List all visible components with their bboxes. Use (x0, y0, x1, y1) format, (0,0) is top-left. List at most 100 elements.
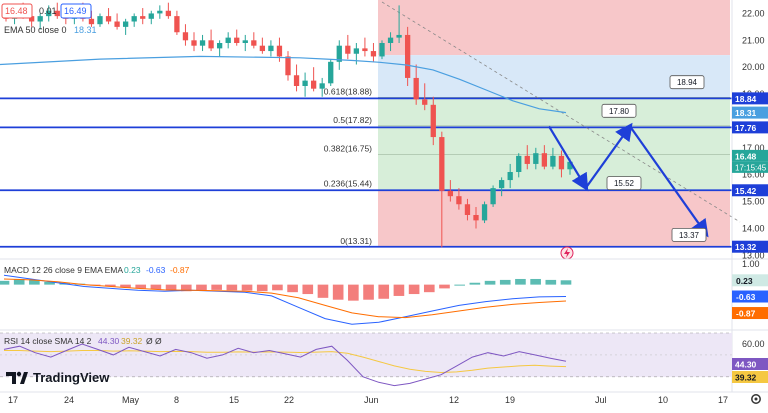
rsi-sma-value: 39.32 (121, 336, 143, 346)
ema-value: 18.31 (74, 25, 97, 35)
macd-hist-bar (530, 278, 541, 285)
gear-icon[interactable] (751, 394, 761, 404)
candle-body (345, 45, 351, 54)
candle-body (242, 40, 248, 43)
candle-body (28, 16, 35, 22)
candle-body (550, 155, 556, 167)
price-axis-pill-text: 17.76 (735, 123, 757, 133)
price-right-box[interactable] (60, 3, 92, 19)
time-axis-tick: May (122, 395, 140, 405)
price-axis-tick: 14.00 (742, 223, 765, 233)
candle-body (37, 16, 43, 22)
rsi-value-na-2: Ø (155, 336, 162, 346)
candle-body (370, 51, 377, 57)
time-axis-tick: 17 (8, 395, 18, 405)
macd-hist-bar (423, 284, 435, 293)
price-right: 16.49 (64, 6, 87, 16)
candle-body (413, 77, 419, 100)
candle-body (447, 190, 454, 197)
candle-body (362, 48, 368, 52)
macd-hist-bar (469, 282, 481, 285)
time-axis-tick: 12 (449, 395, 459, 405)
macd-hist-bar (135, 284, 147, 289)
candle-body (533, 153, 539, 164)
rsi-axis-pill (732, 358, 768, 370)
macd-hist-bar (439, 284, 450, 289)
macd-hist-bar (499, 279, 511, 285)
projection-box[interactable] (671, 227, 707, 242)
candle-body (387, 37, 394, 43)
candle-body (456, 196, 462, 205)
macd-hist-bar (515, 278, 526, 285)
candle-body (567, 161, 573, 170)
candle-body (541, 153, 548, 167)
candle-body (97, 16, 103, 25)
countdown-pill (732, 161, 768, 173)
candle-body (157, 10, 163, 14)
macd-value-macd: -0.63 (146, 265, 166, 275)
rsi-value: 44.30 (98, 336, 120, 346)
candle-body (439, 137, 445, 191)
tv-logo-mark-1 (6, 372, 16, 384)
candle-body (208, 40, 214, 49)
price-left-box[interactable] (1, 3, 33, 19)
price-axis-tick: 21.00 (742, 35, 765, 45)
projection-box[interactable] (601, 103, 637, 118)
candle-body (259, 45, 266, 52)
candle-body (191, 40, 197, 46)
time-axis-tick: 10 (658, 395, 668, 405)
rsi-axis-pill-text: 44.30 (735, 360, 757, 370)
macd-signal-line (3, 278, 567, 319)
projection-label: 17.80 (609, 107, 630, 116)
countdown-text: 17:15:45 (735, 163, 767, 172)
time-axis-tick: 8 (174, 395, 179, 405)
macd-hist-bar (44, 281, 55, 285)
projection-arrow[interactable] (548, 125, 589, 192)
macd-hist-bar (13, 278, 25, 285)
projection-arrow[interactable] (629, 125, 709, 238)
lightning-icon[interactable] (560, 246, 574, 260)
macd-line (3, 274, 567, 325)
candle-body (46, 10, 52, 17)
ema-label: EMA 50 close 0 (4, 25, 67, 35)
time-axis-tick: 19 (505, 395, 515, 405)
rsi-axis-pill (732, 371, 768, 383)
projection-box[interactable] (606, 176, 642, 190)
candle-body (319, 83, 325, 89)
candle-body (285, 56, 291, 76)
candle-body (131, 16, 137, 22)
candle-body (404, 34, 411, 78)
macd-hist-bar (408, 284, 420, 295)
candle-body (328, 61, 334, 84)
projection-box[interactable] (669, 75, 705, 90)
price-axis-tick: 20.00 (742, 62, 765, 72)
tv-logo-mark-3 (20, 372, 28, 384)
macd-hist-bar (165, 284, 177, 291)
macd-value-hist: 0.23 (124, 265, 141, 275)
time-axis-tick: Jun (364, 395, 379, 405)
rsi-line (3, 343, 567, 387)
candle-body (88, 18, 95, 25)
candle-body (251, 40, 257, 46)
price-axis-pill (732, 240, 768, 253)
price-axis-pill-text: 15.42 (735, 186, 757, 196)
macd-hist-bar (287, 284, 298, 293)
zone-red-bottom (378, 189, 730, 247)
price-axis-pill-text: 18.84 (735, 94, 757, 104)
rsi-axis-pill-text: 39.32 (735, 373, 757, 383)
macd-hist-bar (272, 284, 283, 291)
tradingview-logo-text: TradingView (33, 370, 110, 385)
candle-body (216, 43, 223, 49)
macd-axis-pill (732, 290, 768, 303)
macd-axis-pill (732, 274, 768, 287)
candle-body (54, 10, 60, 17)
projection-label: 18.94 (677, 78, 698, 87)
projection-arrow[interactable] (585, 122, 633, 189)
price-axis-tick: 22.00 (742, 8, 765, 18)
price-change: 0.01 (39, 6, 57, 16)
candle-body (182, 32, 189, 41)
gear-center (754, 397, 758, 401)
macd-hist-bar (196, 284, 207, 291)
